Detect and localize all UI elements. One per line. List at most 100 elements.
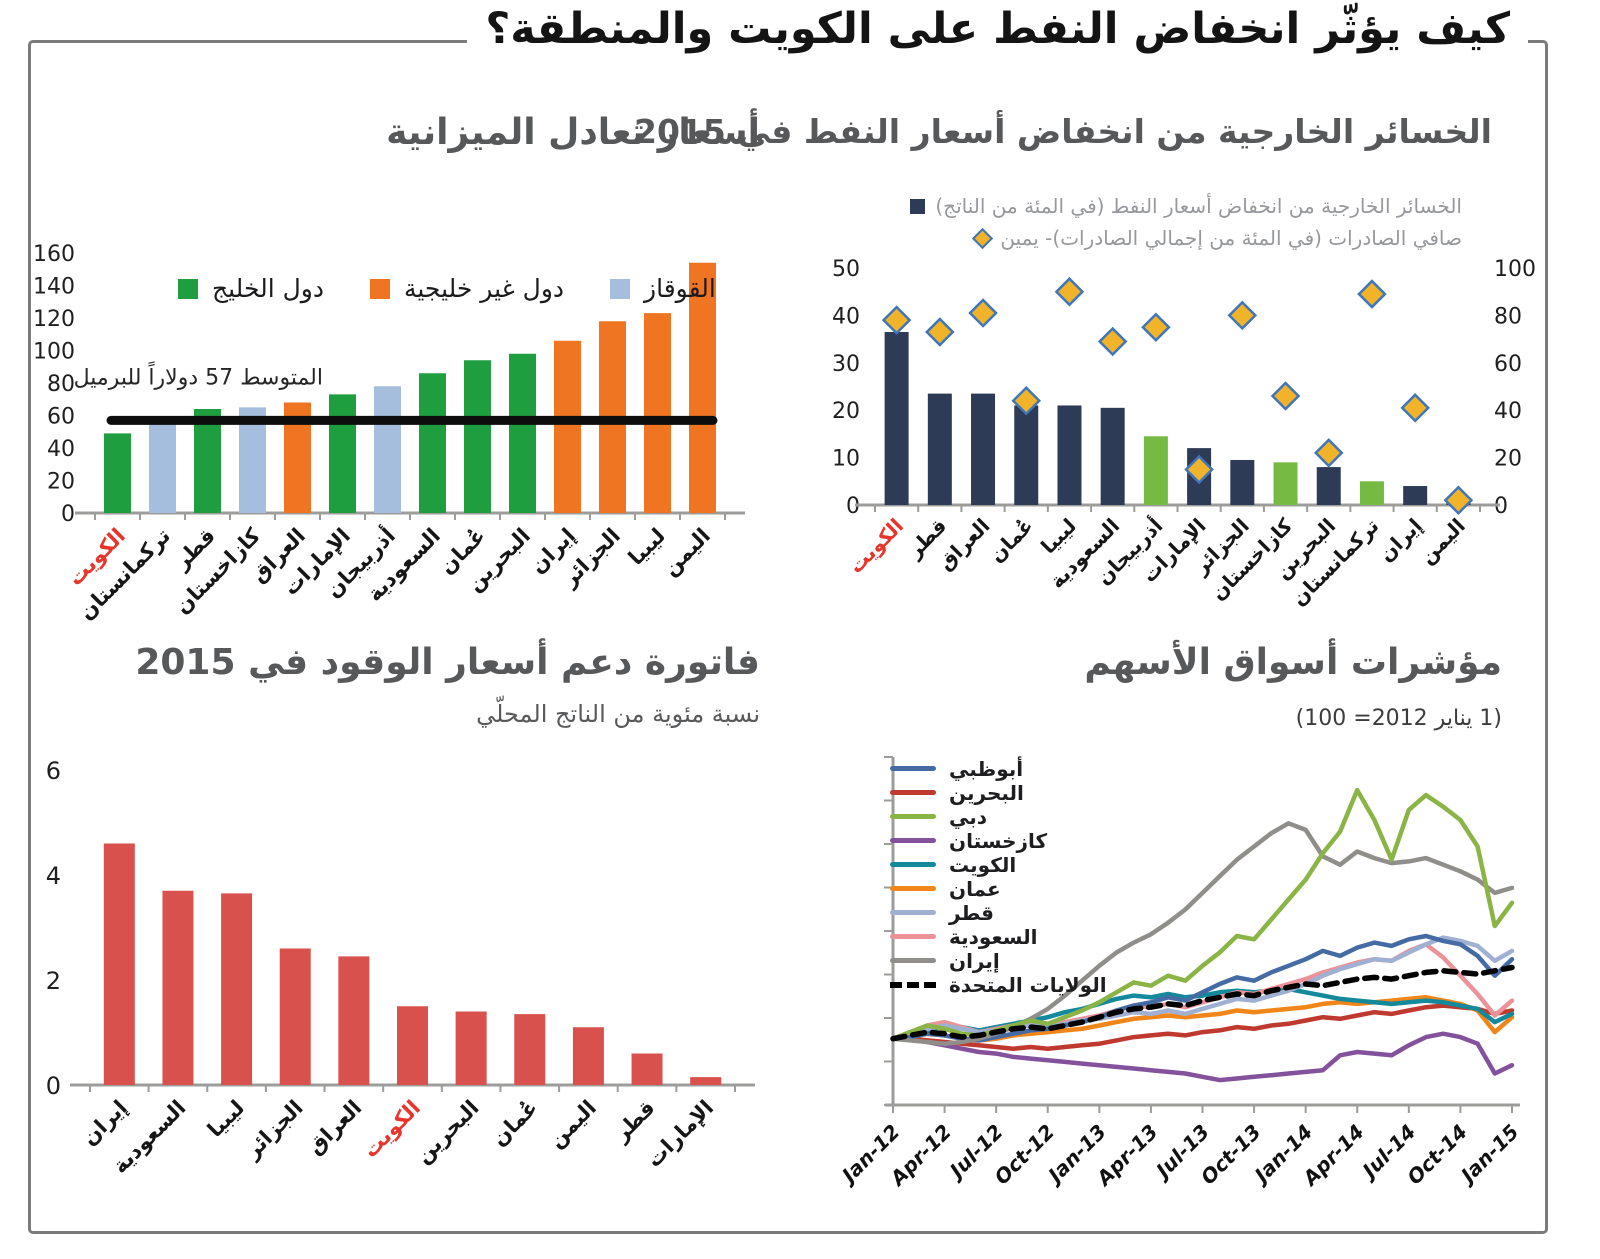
bar (1273, 462, 1298, 505)
bar (689, 262, 716, 513)
axis-label: 0 (61, 502, 75, 527)
bar (329, 394, 356, 513)
axis-label: 60 (1494, 352, 1522, 377)
diamond-marker (1011, 385, 1042, 416)
bar (1143, 436, 1168, 505)
legend-item: الولايات المتحدة (890, 973, 1107, 997)
series-line (890, 964, 1515, 1042)
chart2-title: الخسائر الخارجية من انخفاض أسعار النفط ف… (634, 112, 1492, 151)
diamond-marker (1184, 454, 1214, 485)
category-label: الجزائر (240, 1096, 308, 1164)
chart4-lines (890, 787, 1515, 1083)
axis-label: 2 (46, 967, 61, 995)
chart1-plot: 0 20 40 60 80 100 120 140 160 المتوسط 57 دولاراً … (33, 242, 745, 625)
chart2-plot: 01020304050020406080100الكويتقطرالعراقعُ… (832, 257, 1536, 611)
legend-label: القوقاز (644, 274, 716, 303)
diamond-marker (1141, 312, 1171, 343)
chart4-plot: Jan-12Apr-12Jul-12Oct-12Jan-13Apr-13Jul-… (834, 756, 1524, 1192)
chart3-bars (103, 843, 722, 1085)
diamond-marker (1400, 393, 1430, 423)
bar (554, 340, 581, 513)
bar (1014, 405, 1039, 505)
bar (631, 1053, 663, 1085)
axis-label: 20 (832, 399, 860, 424)
chart4-legend: أبوظبي البحرين دبي كازخستان الكويت عمان قطر الس… (890, 756, 1107, 997)
legend-label: أبوظبي (949, 756, 1024, 781)
category-label: إيران (1374, 514, 1427, 567)
axis-label: 100 (33, 340, 75, 365)
axis-label: 20 (47, 470, 75, 495)
axis-label: 40 (832, 304, 860, 329)
legend-label: البحرين (949, 780, 1024, 805)
bar (514, 1014, 546, 1085)
bar (162, 890, 194, 1085)
axis-label: 60 (47, 405, 75, 430)
legend-line-icon (890, 814, 936, 819)
chart4-subtitle: (1 يناير 2012= 100) (1295, 706, 1502, 731)
category-label: اليمن (544, 1096, 601, 1153)
legend-label: الكويت (949, 852, 1017, 877)
category-label: عُمان (487, 1095, 543, 1151)
legend-line-icon (890, 766, 936, 771)
series-line (890, 1031, 1515, 1083)
legend-label: دول غير خليجية (403, 274, 565, 303)
diamond-marker (1270, 381, 1301, 411)
legend-item: الخسائر الخارجية من انخفاض أسعار النفط (… (910, 194, 1462, 218)
bar (455, 1011, 487, 1085)
axis-label: 40 (47, 437, 75, 462)
category-label: العراق (303, 1096, 367, 1160)
chart2-bars (884, 331, 1471, 505)
legend-swatch-icon (610, 278, 631, 299)
bar (419, 373, 446, 513)
bar (572, 1027, 604, 1085)
chart4-title: مؤشرات أسواق الأسهم (1084, 642, 1502, 683)
diamond-marker (1227, 300, 1258, 331)
legend-diamond-icon (972, 227, 994, 249)
series-line (890, 933, 1515, 1043)
legend-label: إيران (949, 948, 1000, 973)
axis-label: 40 (1494, 399, 1522, 424)
axis-label: 140 (33, 275, 75, 300)
category-label: الكويت (844, 514, 909, 579)
average-price-annotation: المتوسط 57 دولاراً للبرميل (74, 361, 323, 391)
bar (509, 353, 536, 513)
legend-item: قطر (890, 901, 1107, 925)
legend-item: الكويت (890, 852, 1107, 877)
legend-line-icon (890, 790, 936, 795)
legend-label: دول الخليج (212, 274, 324, 303)
category-label: قطر (608, 1096, 659, 1147)
diamond-marker (1097, 326, 1128, 357)
axis-label: 100 (1494, 257, 1536, 282)
legend-item: أبوظبي (890, 756, 1107, 781)
chart3-title: فاتورة دعم أسعار الوقود في 2015 (135, 642, 760, 683)
chart2-legend: الخسائر الخارجية من انخفاض أسعار النفط (… (910, 194, 1462, 250)
bar (884, 331, 909, 505)
legend-label: دبي (949, 804, 988, 829)
bar (1100, 407, 1125, 505)
legend-label: عمان (949, 876, 1001, 901)
bar (103, 843, 135, 1085)
axis-label: 50 (832, 257, 860, 282)
bar (149, 420, 176, 513)
bar (1316, 467, 1341, 505)
chart1-legend: دول الخليج دول غير خليجية القوقاز (178, 274, 716, 303)
bar (239, 407, 266, 513)
diamond-marker (1357, 279, 1387, 309)
legend-item: البحرين (890, 780, 1107, 805)
legend-label: الخسائر الخارجية من انخفاض أسعار النفط (… (935, 194, 1462, 218)
legend-item-gulf: دول الخليج (178, 274, 324, 303)
axis-label: 80 (1494, 304, 1522, 329)
bar (464, 360, 491, 513)
legend-line-icon (890, 981, 936, 988)
legend-swatch-icon (369, 278, 390, 299)
legend-label: السعودية (949, 924, 1038, 949)
bar (104, 433, 131, 513)
legend-label: كازخستان (949, 828, 1048, 853)
legend-item: صافي الصادرات (في المئة من إجمالي الصادر… (972, 226, 1462, 250)
diamond-marker (925, 317, 955, 347)
chart1-title: أسعار تعادل الميزانية (386, 112, 760, 153)
bar (374, 386, 401, 513)
axis-label: 120 (33, 307, 75, 332)
bar (1230, 459, 1255, 505)
